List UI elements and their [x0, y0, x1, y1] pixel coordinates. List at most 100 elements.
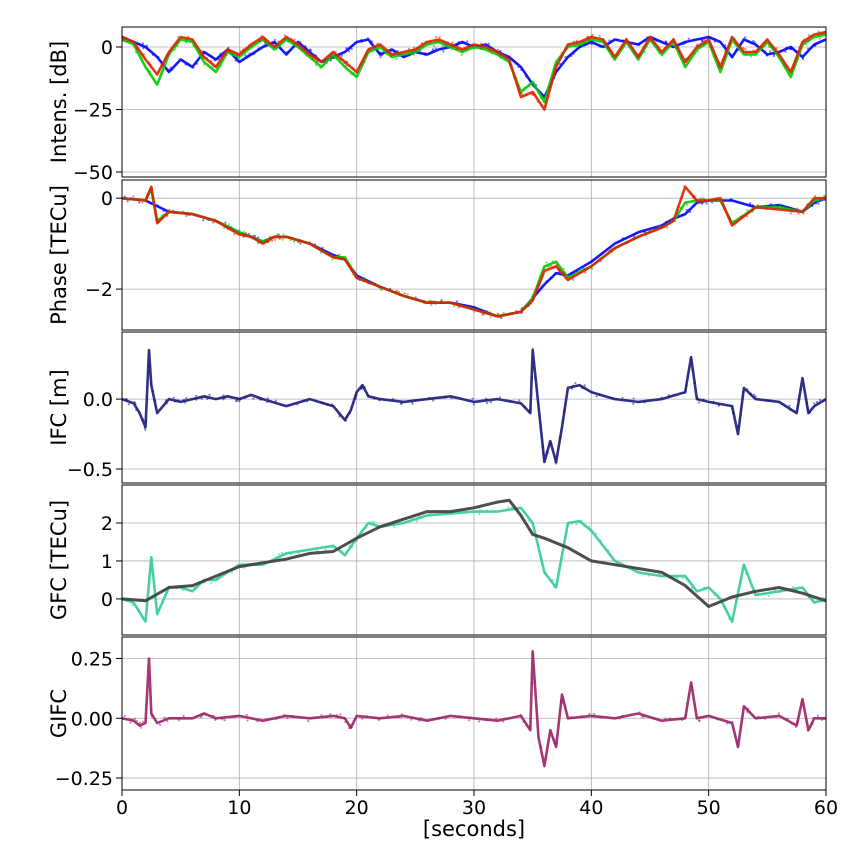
series-point	[751, 204, 754, 207]
series-point	[562, 702, 565, 705]
series-point	[469, 716, 472, 719]
series-point	[150, 557, 153, 560]
series-point	[173, 400, 176, 403]
series-point	[485, 397, 488, 400]
series-point	[201, 50, 204, 53]
series-point	[626, 241, 629, 244]
series-point	[273, 38, 277, 41]
series-point	[761, 46, 764, 49]
series-point	[289, 236, 292, 239]
series-point	[794, 726, 797, 729]
series-point	[588, 712, 591, 716]
series-point	[429, 40, 432, 43]
series-point	[477, 720, 481, 723]
series-point	[123, 37, 126, 40]
series-point	[431, 48, 434, 51]
series-point	[213, 218, 216, 221]
series-point	[632, 402, 635, 405]
series-point	[695, 43, 699, 47]
series-point	[423, 301, 426, 305]
series-point	[195, 398, 198, 401]
series-point	[444, 396, 447, 399]
series-point	[749, 55, 753, 58]
series-point	[482, 313, 485, 316]
series-point	[502, 311, 505, 315]
series-point	[562, 267, 565, 270]
y-tick-label: −0.25	[55, 768, 113, 790]
series-point	[751, 209, 754, 212]
series-point	[411, 50, 415, 53]
series-point	[548, 86, 551, 89]
series-point	[725, 722, 729, 725]
series-point	[184, 401, 187, 404]
series-point	[700, 38, 704, 42]
series-point	[242, 230, 245, 233]
series-point	[746, 710, 749, 714]
series-point	[395, 55, 398, 58]
series-point	[347, 263, 350, 266]
series-point	[224, 49, 227, 52]
series-point	[150, 381, 153, 384]
series-point	[702, 398, 705, 401]
series-point	[168, 53, 171, 56]
series-point	[329, 713, 332, 716]
series-point	[551, 260, 554, 263]
series-point	[667, 394, 670, 397]
series-point	[379, 51, 382, 54]
series-point	[666, 226, 669, 229]
series-point	[735, 48, 738, 51]
series-point	[797, 212, 800, 215]
series-point	[362, 60, 365, 63]
series-point	[555, 583, 559, 586]
series-point	[647, 37, 650, 40]
series-point	[615, 246, 618, 249]
series-point	[202, 219, 205, 222]
series-point	[264, 37, 267, 40]
series-point	[168, 208, 171, 211]
series-point	[338, 415, 341, 418]
series-point	[732, 729, 735, 732]
series-point	[789, 212, 792, 215]
series-point	[250, 43, 253, 47]
series-point	[242, 48, 245, 51]
series-point	[598, 40, 601, 43]
series-point	[147, 665, 150, 668]
series-point	[361, 717, 364, 720]
series-point	[147, 371, 150, 374]
series-point	[690, 586, 694, 590]
series-point	[744, 36, 747, 39]
y-tick-label: −50	[73, 162, 113, 184]
series-point	[336, 254, 339, 257]
series-point	[239, 50, 242, 53]
series-point	[309, 48, 312, 51]
series-point	[472, 403, 475, 406]
series-point	[257, 47, 260, 50]
series-point	[789, 68, 792, 72]
series-point	[662, 225, 665, 228]
series-point	[533, 680, 537, 684]
series-point	[748, 711, 752, 714]
series-point	[266, 719, 269, 722]
series-point	[697, 401, 701, 404]
series-point	[191, 39, 194, 42]
series-point	[571, 278, 575, 281]
series-point	[277, 232, 280, 236]
series-point	[245, 233, 248, 237]
series-point	[555, 63, 559, 67]
series-point	[496, 48, 500, 52]
series-point	[572, 40, 576, 44]
series-point	[456, 300, 459, 303]
series-point	[177, 717, 180, 720]
series-point	[599, 45, 602, 48]
series-point	[362, 280, 365, 283]
series-point	[689, 210, 692, 213]
series-point	[723, 58, 726, 61]
series-point	[290, 553, 293, 556]
series-point	[713, 40, 716, 43]
series-point	[552, 266, 555, 269]
series-point	[480, 42, 483, 45]
series-point	[598, 394, 601, 397]
